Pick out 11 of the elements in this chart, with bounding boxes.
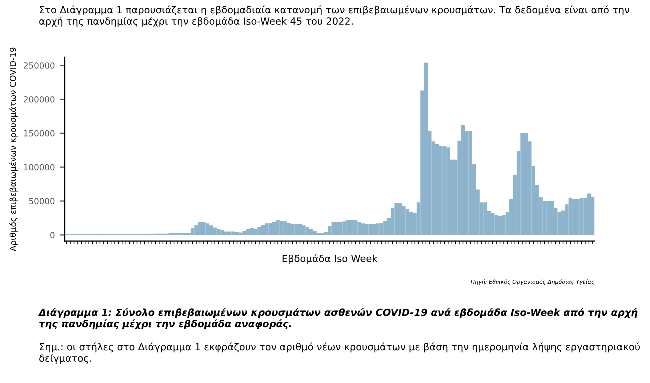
x-axis-title: Εβδομάδα Iso Week bbox=[282, 254, 378, 264]
y-tick-label: 150000 bbox=[24, 130, 55, 137]
y-tick-label: 50000 bbox=[29, 198, 55, 205]
text: Σημ.: οι στήλες στο Διάγραμμα 1 εκφράζουν τον αριθμό νέων κρουσμάτων με βάση την ημερομηνία λήψης εργαστηριακού δείγματος. bbox=[40, 342, 640, 364]
y-tick-label: 0 bbox=[50, 232, 55, 238]
y-tick-label: 250000 bbox=[24, 62, 55, 69]
y-axis-title: Αριθμός επιβεβαιωμένων κρουσμάτων COVID-19 bbox=[9, 48, 18, 252]
text: Στο Διάγραμμα 1 παρουσιάζεται η εβδομαδιαία κατανομή των επιβεβαιωμένων κρουσμάτων. Τα δεδομένα είναι από την αρχή της πανδημίας μέχρι την εβδομάδα Iso-Week 45 του 2022. bbox=[40, 6, 630, 27]
y-tick-label: 100000 bbox=[24, 164, 55, 171]
y-tick-label: 200000 bbox=[24, 96, 55, 103]
text: Διάγραμμα 1: Σύνολο επιβεβαιωμένων κρουσμάτων ασθενών COVID-19 ανά εβδομάδα Iso-Week από την αρχή της πανδημίας μέχρι την εβδομάδα αναφοράς. bbox=[38, 308, 638, 330]
